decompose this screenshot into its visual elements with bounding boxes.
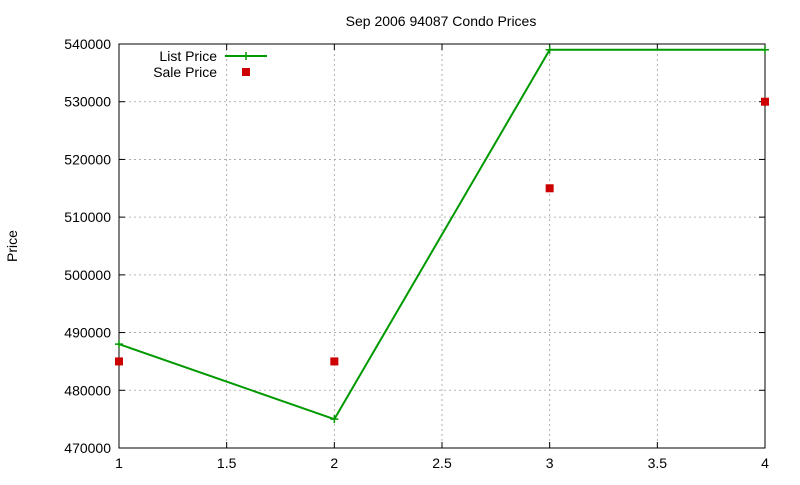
- y-tick-label: 500000: [64, 267, 111, 283]
- chart-title: Sep 2006 94087 Condo Prices: [346, 13, 537, 29]
- legend-label-sale-price: Sale Price: [153, 64, 217, 80]
- x-tick-label: 1: [115, 455, 123, 471]
- grid-lines: [119, 44, 765, 448]
- y-tick-label: 470000: [64, 440, 111, 456]
- y-tick-label: 480000: [64, 382, 111, 398]
- y-tick-label: 490000: [64, 325, 111, 341]
- list-price-point: [545, 45, 554, 54]
- x-tick-label: 3: [546, 455, 554, 471]
- list-price-line: [118, 48, 765, 421]
- axes: 1 1.5 2 2.5 3 3.5 4 470000 480000 490000 500000 510…: [64, 36, 769, 471]
- sale-price-point: [545, 184, 554, 193]
- list-price-point: [115, 340, 123, 349]
- x-tick-label: 1.5: [217, 455, 237, 471]
- legend-item-sale-price: Sale Price: [153, 64, 250, 80]
- sale-price-point: [330, 357, 339, 366]
- y-tick-label: 540000: [64, 36, 111, 52]
- y-axis-label: Price: [4, 230, 20, 262]
- sale-price-point: [115, 357, 123, 366]
- x-tick-label: 2.5: [432, 455, 452, 471]
- data-series: [115, 45, 769, 424]
- y-tick-label: 520000: [64, 151, 111, 167]
- list-price-point: [761, 45, 769, 54]
- y-tick-label: 510000: [64, 209, 111, 225]
- legend-item-list-price: List Price: [159, 48, 267, 64]
- x-tick-label: 4: [761, 455, 769, 471]
- list-price-point: [330, 415, 339, 424]
- legend-label-list-price: List Price: [159, 48, 217, 64]
- x-tick-label: 3.5: [648, 455, 668, 471]
- y-tick-label: 530000: [64, 94, 111, 110]
- legend-swatch-square: [242, 68, 250, 76]
- sale-price-point: [761, 97, 769, 106]
- x-tick-label: 2: [330, 455, 338, 471]
